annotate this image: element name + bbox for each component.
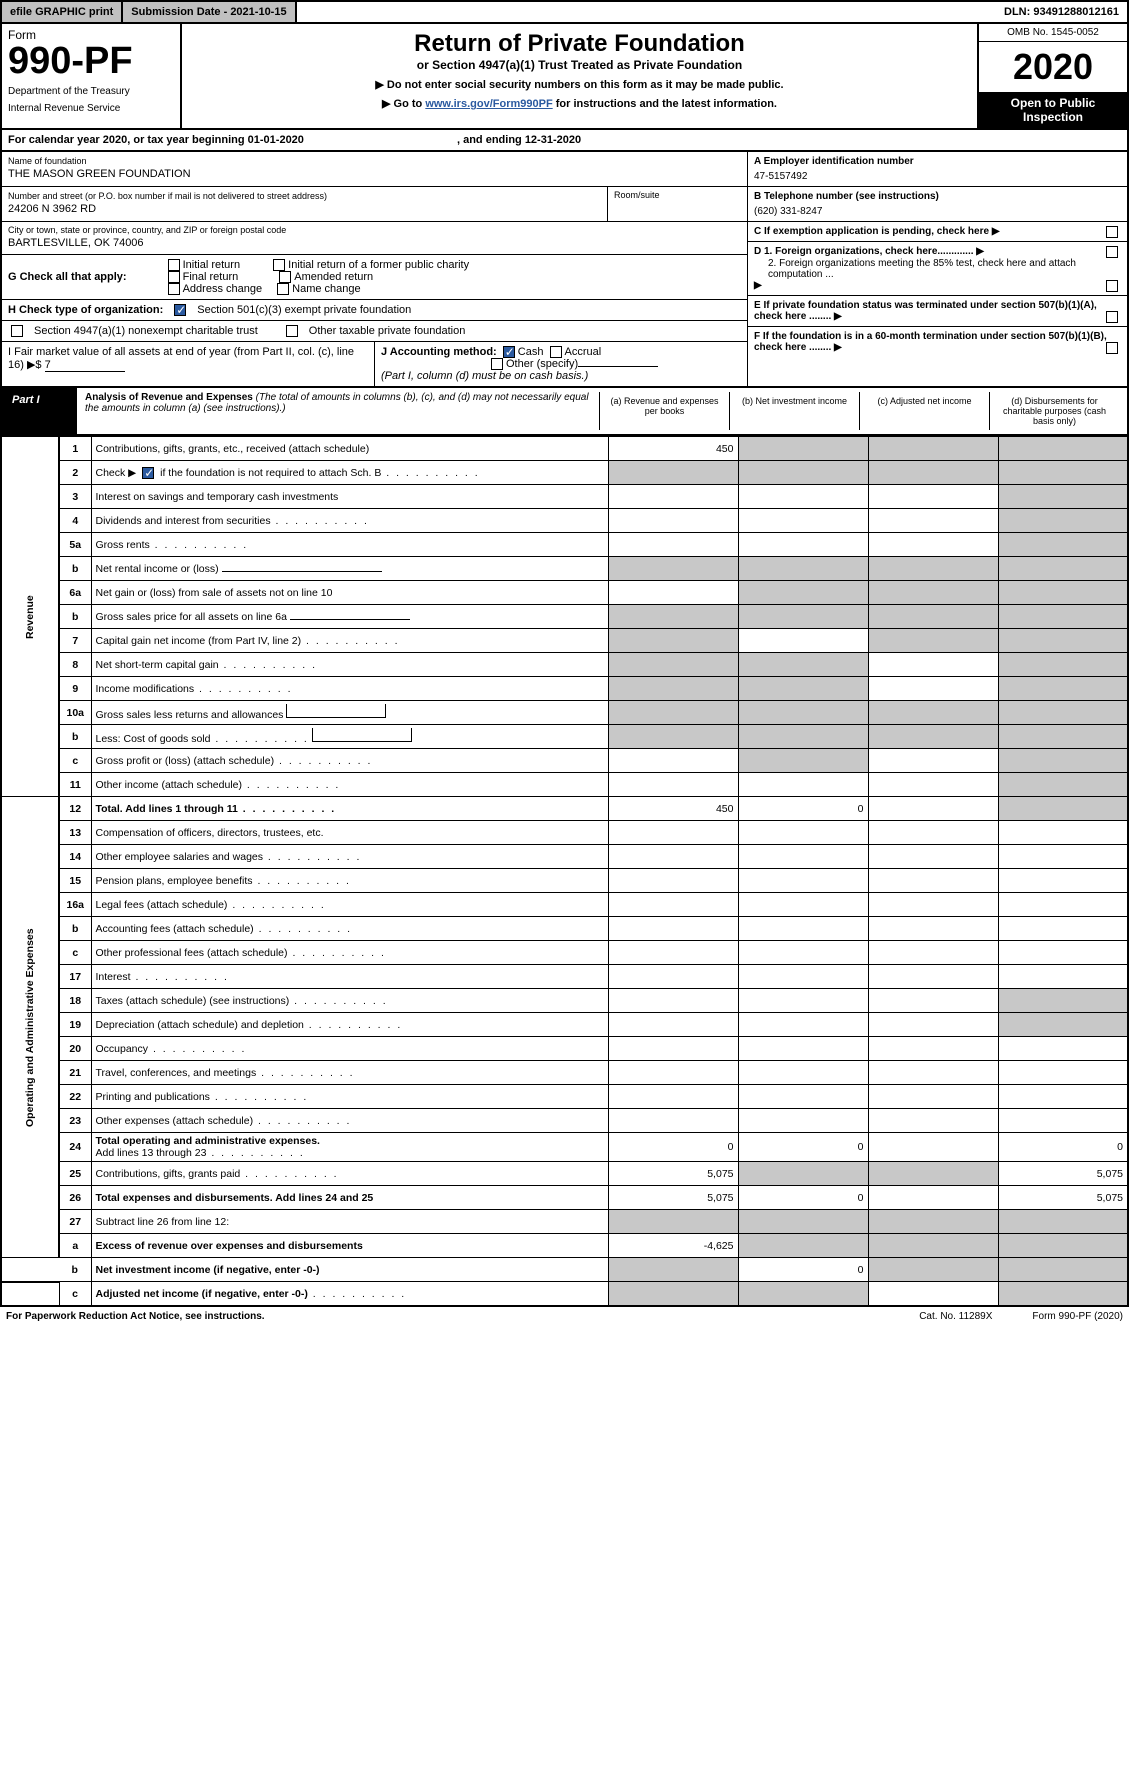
identity-block: Name of foundation THE MASON GREEN FOUND… <box>0 152 1129 388</box>
ein-label: A Employer identification number <box>754 156 914 167</box>
col-b-header: (b) Net investment income <box>729 392 859 430</box>
form-title: Return of Private Foundation <box>192 30 967 58</box>
room-suite-label: Room/suite <box>607 187 747 221</box>
cash-check[interactable] <box>503 346 515 358</box>
calendar-year-row: For calendar year 2020, or tax year begi… <box>0 130 1129 152</box>
name-label: Name of foundation <box>8 156 741 166</box>
expenses-side: Operating and Administrative Expenses <box>1 797 59 1258</box>
open-public: Open to Public Inspection <box>979 92 1127 128</box>
name-change-check[interactable] <box>277 283 289 295</box>
4947-check[interactable] <box>11 325 23 337</box>
line12-b: 0 <box>738 797 868 821</box>
j-label: J Accounting method: <box>381 346 497 358</box>
instruction-1: ▶ Do not enter social security numbers o… <box>192 78 967 91</box>
f-check[interactable] <box>1106 342 1118 354</box>
f-label: F If the foundation is in a 60-month ter… <box>754 331 1107 353</box>
topbar: efile GRAPHIC print Submission Date - 20… <box>0 0 1129 24</box>
part1-label: Part I <box>2 388 77 434</box>
ein-value: 47-5157492 <box>754 167 1121 182</box>
final-return-check[interactable] <box>168 271 180 283</box>
dept-treasury: Department of the Treasury <box>8 86 174 97</box>
tax-year: 2020 <box>979 42 1127 92</box>
part1-table: Revenue 1Contributions, gifts, grants, e… <box>0 436 1129 1307</box>
cat-no: Cat. No. 11289X <box>919 1311 992 1322</box>
h-label: H Check type of organization: <box>8 304 163 316</box>
col-c-header: (c) Adjusted net income <box>859 392 989 430</box>
fmv-value: 7 <box>45 359 125 372</box>
other-taxable-check[interactable] <box>286 325 298 337</box>
e-label: E If private foundation status was termi… <box>754 300 1097 322</box>
omb-number: OMB No. 1545-0052 <box>979 24 1127 42</box>
line12-a: 450 <box>608 797 738 821</box>
line2-check[interactable] <box>142 467 154 479</box>
tel-label: B Telephone number (see instructions) <box>754 191 939 202</box>
line1-desc: Contributions, gifts, grants, etc., rece… <box>91 437 608 461</box>
tel-value: (620) 331-8247 <box>754 202 1121 217</box>
e-check[interactable] <box>1106 311 1118 323</box>
addr-label: Number and street (or P.O. box number if… <box>8 191 601 201</box>
initial-return-check[interactable] <box>168 259 180 271</box>
footer: For Paperwork Reduction Act Notice, see … <box>0 1307 1129 1326</box>
d2-label: 2. Foreign organizations meeting the 85%… <box>754 258 1121 280</box>
501c3-check[interactable] <box>174 304 186 316</box>
instruction-2: ▶ Go to www.irs.gov/Form990PF for instru… <box>192 97 967 110</box>
irs-label: Internal Revenue Service <box>8 103 174 114</box>
foundation-name: THE MASON GREEN FOUNDATION <box>8 166 741 182</box>
revenue-side: Revenue <box>1 437 59 797</box>
efile-button[interactable]: efile GRAPHIC print <box>2 2 123 22</box>
city-label: City or town, state or province, country… <box>8 225 741 235</box>
col-a-header: (a) Revenue and expenses per books <box>599 392 729 430</box>
form-header: Form 990-PF Department of the Treasury I… <box>0 24 1129 130</box>
d1-label: D 1. Foreign organizations, check here..… <box>754 246 974 257</box>
dln: DLN: 93491288012161 <box>996 2 1127 22</box>
col-d-header: (d) Disbursements for charitable purpose… <box>989 392 1119 430</box>
street-address: 24206 N 3962 RD <box>8 201 601 217</box>
other-method-check[interactable] <box>491 358 503 370</box>
initial-former-check[interactable] <box>273 259 285 271</box>
city-state-zip: BARTLESVILLE, OK 74006 <box>8 235 741 251</box>
line1-a: 450 <box>608 437 738 461</box>
accrual-check[interactable] <box>550 346 562 358</box>
form-ref: Form 990-PF (2020) <box>1032 1311 1123 1322</box>
g-label: G Check all that apply: <box>8 271 127 283</box>
form-subtitle: or Section 4947(a)(1) Trust Treated as P… <box>192 58 967 72</box>
d2-check[interactable] <box>1106 280 1118 292</box>
c-check[interactable] <box>1106 226 1118 238</box>
form-number: 990-PF <box>8 42 174 80</box>
c-label: C If exemption application is pending, c… <box>754 226 989 237</box>
part1-header: Part I Analysis of Revenue and Expenses … <box>0 388 1129 436</box>
submission-date: Submission Date - 2021-10-15 <box>123 2 296 22</box>
irs-link[interactable]: www.irs.gov/Form990PF <box>425 98 552 110</box>
paperwork-notice: For Paperwork Reduction Act Notice, see … <box>6 1311 265 1322</box>
address-change-check[interactable] <box>168 283 180 295</box>
d1-check[interactable] <box>1106 246 1118 258</box>
amended-return-check[interactable] <box>279 271 291 283</box>
j-note: (Part I, column (d) must be on cash basi… <box>381 370 588 382</box>
